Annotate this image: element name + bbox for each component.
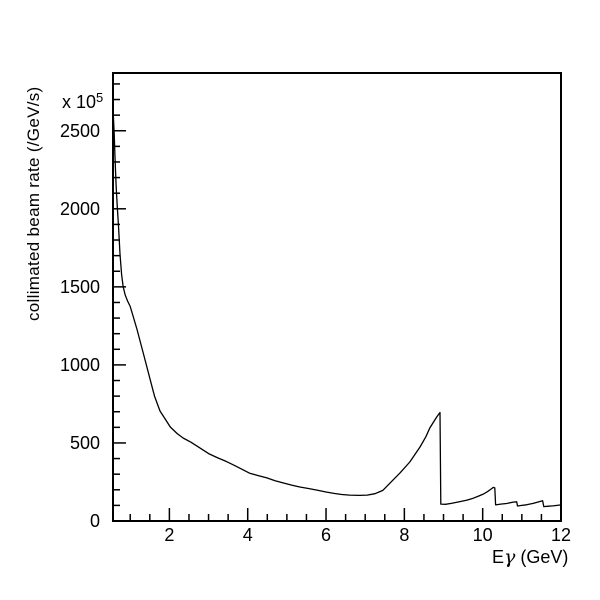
x-tick-label: 6 [321,525,331,545]
x-axis-title: Eγ (GeV) [492,546,568,568]
x-tick-label: 2 [164,525,174,545]
y-tick-label: 1000 [60,355,100,375]
gamma-symbol: γ [504,546,516,568]
multiplier-base: x 10 [62,92,97,112]
y-axis-multiplier: x 105 [62,90,103,113]
y-tick-label: 1500 [60,277,100,297]
y-tick-label: 2000 [60,199,100,219]
y-tick-label: 500 [70,433,100,453]
x-axis-title-units: (GeV) [520,547,569,567]
y-tick-label: 0 [90,511,100,531]
x-tick-label: 12 [551,525,571,545]
x-tick-label: 10 [473,525,493,545]
beam-rate-curve [112,116,562,508]
x-tick-label: 8 [399,525,409,545]
x-axis-title-prefix: E [492,547,505,567]
plot-frame [112,72,562,522]
y-axis-title: collimated beam rate (/GeV/s) [24,86,43,321]
x-tick-label: 4 [243,525,253,545]
y-tick-label: 2500 [60,121,100,141]
multiplier-exponent: 5 [96,90,104,105]
